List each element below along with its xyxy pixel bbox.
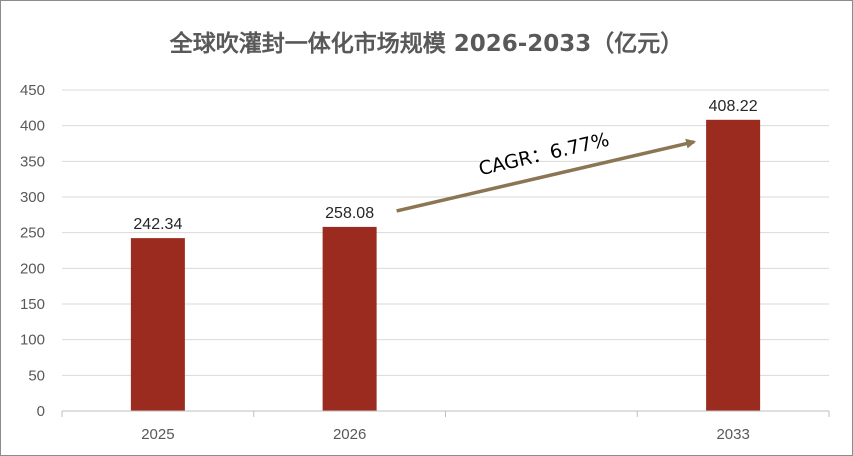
cagr-label: CAGR：6.77%: [477, 129, 612, 181]
data-labels: 242.34 258.08 408.22: [133, 98, 757, 233]
x-tick-label-2025: 2025: [141, 426, 174, 443]
bar-2025: [130, 238, 185, 411]
gridlines: [62, 89, 829, 376]
cagr-annotation: CAGR：6.77%: [396, 129, 697, 213]
y-tick-label-50: 50: [28, 367, 45, 384]
y-tick-label-450: 450: [20, 82, 45, 99]
y-tick-label-200: 200: [20, 260, 45, 277]
bar-2026: [322, 226, 377, 411]
y-tick-label-100: 100: [20, 332, 45, 349]
y-tick-label-350: 350: [20, 153, 45, 170]
y-tick-label-0: 0: [37, 403, 45, 420]
data-label-2025: 242.34: [133, 216, 182, 233]
data-label-2033: 408.22: [709, 98, 758, 115]
bars: [130, 119, 761, 411]
y-tick-label-150: 150: [20, 296, 45, 313]
x-tick-label-2033: 2033: [716, 426, 749, 443]
cagr-arrow: [396, 138, 697, 213]
y-tick-label-250: 250: [20, 225, 45, 242]
y-tick-label-300: 300: [20, 189, 45, 206]
y-axis: 0 50 100 150 200 250 300 350 400 450: [20, 82, 45, 420]
chart-title: 全球吹灌封一体化市场规模 2026-2033（亿元）: [169, 31, 684, 57]
y-tick-label-400: 400: [20, 118, 45, 135]
x-axis: 2025 2026 2033: [61, 410, 830, 443]
x-tick-label-2026: 2026: [333, 426, 366, 443]
bar-2033: [706, 119, 761, 411]
data-label-2026: 258.08: [325, 205, 374, 222]
